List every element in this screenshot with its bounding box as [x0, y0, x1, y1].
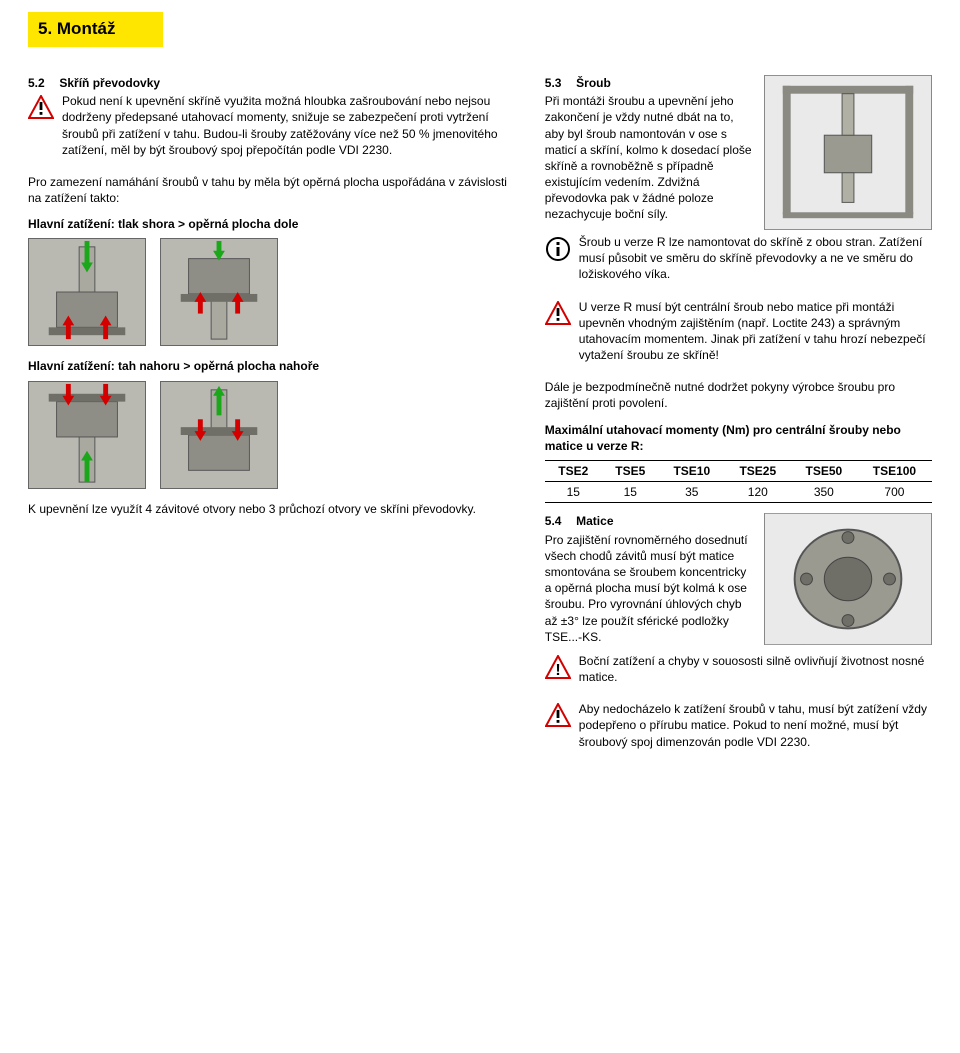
warning-icon [28, 95, 54, 119]
table-header: TSE100 [857, 461, 932, 482]
paragraph: Šroub u verze R lze namontovat do skříně… [579, 234, 932, 283]
figure-jack-tension-1 [28, 381, 146, 489]
table-header: TSE10 [659, 461, 725, 482]
table-row: TSE2 TSE5 TSE10 TSE25 TSE50 TSE100 [545, 461, 932, 482]
heading-text: Šroub [576, 76, 611, 90]
paragraph: Pro zamezení namáhání šroubů v tahu by m… [28, 174, 521, 206]
table-header: TSE2 [545, 461, 602, 482]
table-header: TSE25 [725, 461, 791, 482]
torque-table: TSE2 TSE5 TSE10 TSE25 TSE50 TSE100 15 15… [545, 460, 932, 503]
table-header: TSE50 [791, 461, 857, 482]
load-case-1-label: Hlavní zatížení: tlak shora > opěrná plo… [28, 216, 521, 232]
figure-jack-tension-2 [160, 381, 278, 489]
paragraph: Boční zatížení a chyby v souososti silně… [579, 653, 932, 685]
section-banner: 5. Montáž [28, 12, 163, 47]
figure-screw-alignment [764, 75, 932, 230]
heading-number: 5.4 [545, 513, 573, 529]
figure-pair-2 [28, 381, 521, 489]
heading-text: Matice [576, 514, 613, 528]
table-row: 15 15 35 120 350 700 [545, 482, 932, 503]
figure-nut-flange [764, 513, 932, 645]
paragraph: Aby nedocházelo k zatížení šroubů v tahu… [579, 701, 932, 750]
figure-jack-compression-2 [160, 238, 278, 346]
figure-pair-1 [28, 238, 521, 346]
warning-icon [545, 301, 571, 325]
svg-text:!: ! [555, 662, 560, 679]
torque-table-title: Maximální utahovací momenty (Nm) pro cen… [545, 422, 932, 454]
paragraph: Dále je bezpodmínečně nutné dodržet poky… [545, 379, 932, 411]
warning-icon: ! [545, 655, 571, 679]
right-column: 5.3 Šroub Při montáži šroubu a upevnění … [545, 75, 932, 766]
two-column-layout: 5.2 Skříň převodovky Pokud není k upevně… [28, 75, 932, 766]
load-case-2-label: Hlavní zatížení: tah nahoru > opěrná plo… [28, 358, 521, 374]
warning-icon [545, 703, 571, 727]
paragraph: U verze R musí být centrální šroub nebo … [579, 299, 932, 364]
section-5-3: 5.3 Šroub Při montáži šroubu a upevnění … [545, 75, 932, 234]
heading-text: Skříň převodovky [59, 76, 160, 90]
table-cell: 15 [602, 482, 659, 503]
table-header: TSE5 [602, 461, 659, 482]
section-5-4: 5.4 Matice Pro zajištění rovnoměrného do… [545, 513, 932, 653]
table-cell: 15 [545, 482, 602, 503]
info-icon [545, 236, 571, 262]
figure-jack-compression-1 [28, 238, 146, 346]
paragraph: K upevnění lze využít 4 závitové otvory … [28, 501, 521, 517]
heading-number: 5.2 [28, 75, 56, 91]
table-cell: 700 [857, 482, 932, 503]
paragraph: Pokud není k upevnění skříně využita mož… [62, 93, 521, 158]
table-cell: 350 [791, 482, 857, 503]
left-column: 5.2 Skříň převodovky Pokud není k upevně… [28, 75, 521, 766]
page-title: 5. Montáž [38, 19, 115, 38]
table-cell: 120 [725, 482, 791, 503]
heading-5-2: 5.2 Skříň převodovky [28, 75, 521, 91]
table-cell: 35 [659, 482, 725, 503]
heading-number: 5.3 [545, 75, 573, 91]
